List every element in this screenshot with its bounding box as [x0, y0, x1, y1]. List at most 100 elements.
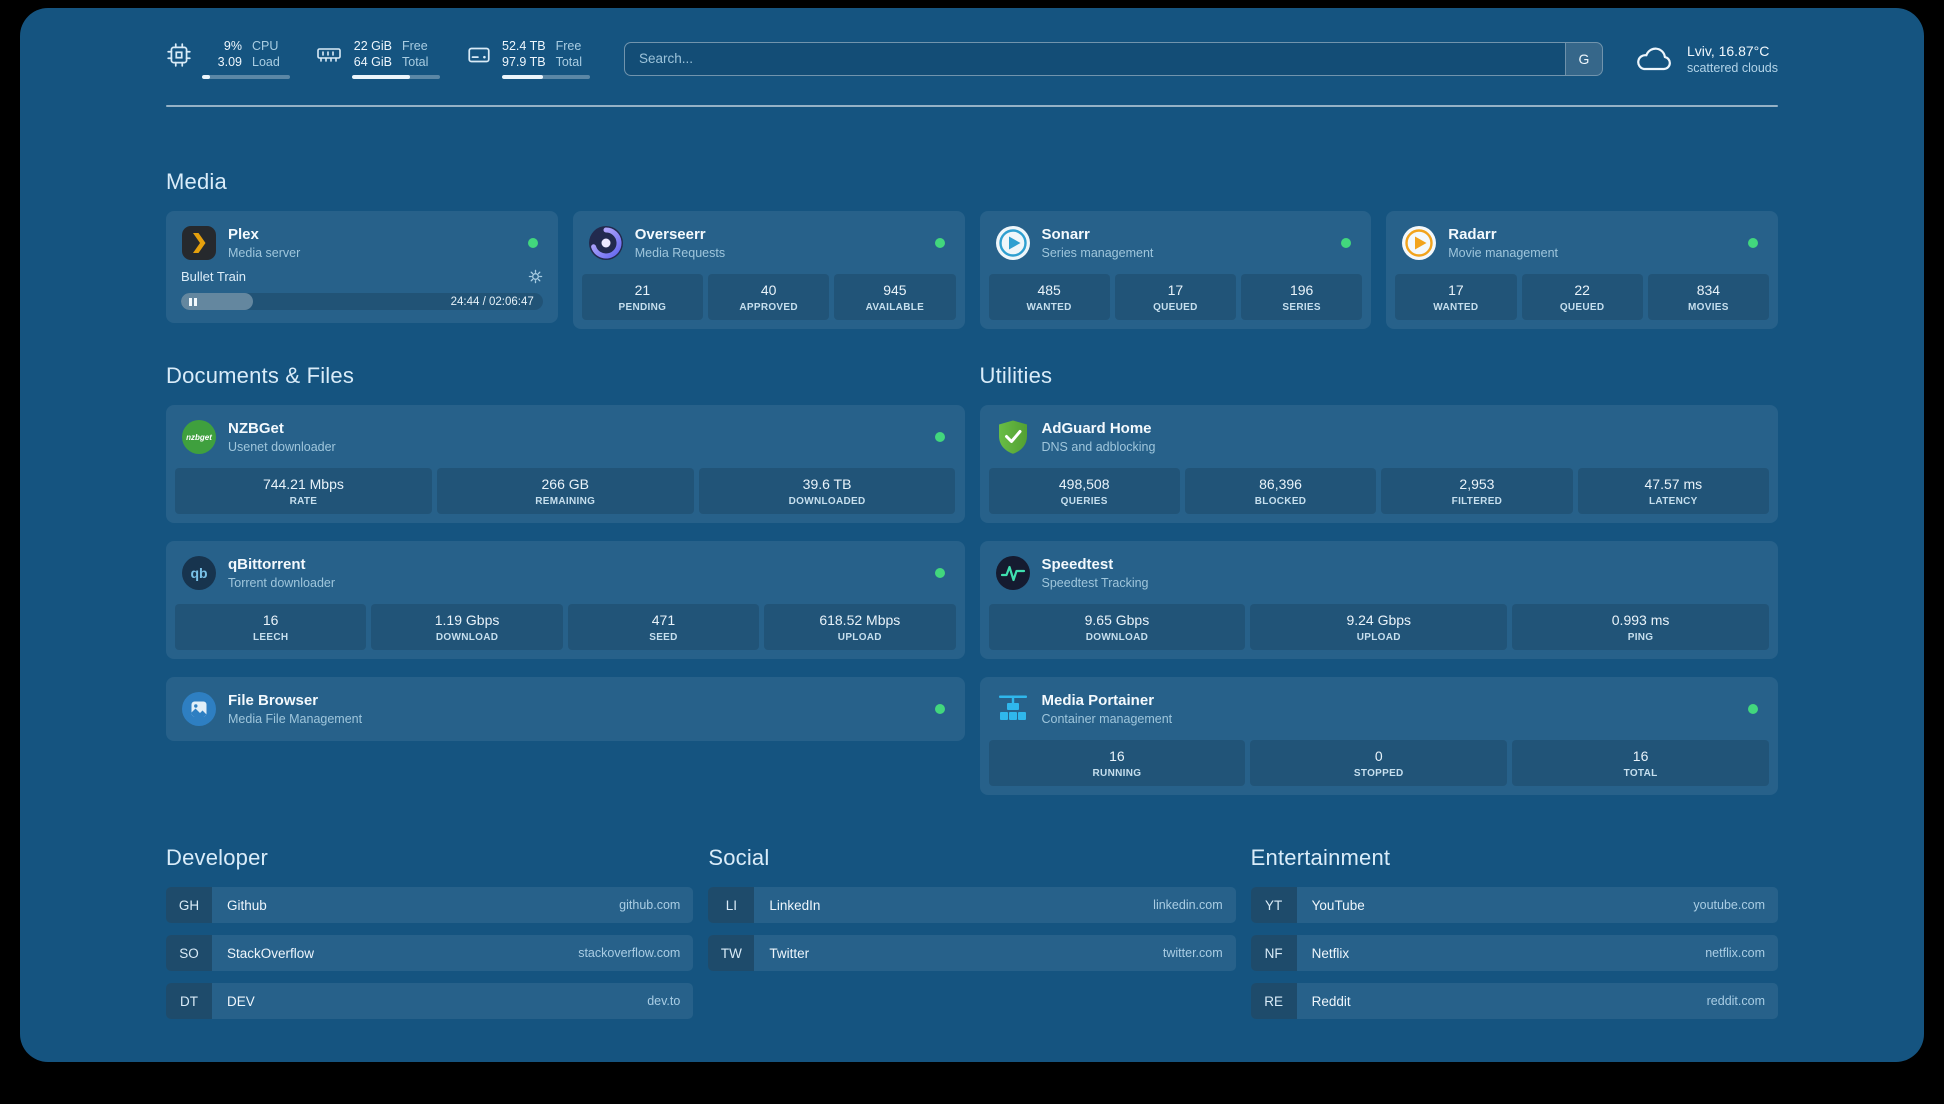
weather-widget: Lviv, 16.87°C scattered clouds: [1633, 43, 1778, 75]
stat-queued: 17 QUEUED: [1114, 274, 1236, 320]
service-stats: 16 RUNNING 0 STOPPED 16 TOTAL: [988, 740, 1770, 786]
service-card-overseerr[interactable]: Overseerr Media Requests 21 PENDING 40 A…: [572, 211, 965, 329]
bookmark-group-social: Social LI LinkedIn linkedin.com TW Twitt…: [708, 845, 1236, 971]
service-stats: 21 PENDING 40 APPROVED 945 AVAILABLE: [581, 274, 956, 320]
status-dot: [934, 704, 945, 714]
group-title-social: Social: [708, 845, 770, 870]
stat-value: 40: [760, 282, 777, 298]
stat-value: 9.65 Gbps: [1084, 612, 1150, 628]
bookmark-name: Reddit: [1311, 993, 1351, 1009]
plex-now-playing: Bullet Train 24:44 / 02:06:47: [175, 269, 549, 314]
stat-label: DOWNLOAD: [435, 632, 499, 643]
bookmark-linkedin[interactable]: LI LinkedIn linkedin.com: [708, 887, 1236, 923]
gear-icon[interactable]: [528, 269, 543, 284]
bookmark-abbr: GH: [166, 887, 212, 923]
stat-value: 945: [883, 282, 907, 298]
service-name: AdGuard Home: [1041, 420, 1152, 437]
service-card-qbittorrent[interactable]: qb qBittorrent Torrent downloader 16 LEE…: [166, 541, 965, 659]
stat-download: 1.19 Gbps DOWNLOAD: [371, 604, 563, 650]
service-subtitle: Media server: [228, 246, 301, 260]
disk-widget: 52.4 TB 97.9 TB Free Total: [466, 38, 590, 79]
bookmark-dev[interactable]: DT DEV dev.to: [166, 983, 694, 1019]
stat-total: 16 TOTAL: [1512, 740, 1769, 786]
group-media: Media Plex Media server: [166, 169, 1778, 329]
bookmark-twitter[interactable]: TW Twitter twitter.com: [708, 935, 1236, 971]
group-documents: Documents & Files nzbget NZBGet U: [166, 363, 965, 741]
service-subtitle: DNS and adblocking: [1041, 440, 1156, 454]
service-card-radarr[interactable]: Radarr Movie management 17 WANTED 22 QUE…: [1386, 211, 1778, 329]
stat-label: AVAILABLE: [865, 302, 925, 313]
memory-total-label: Total: [402, 55, 429, 69]
bookmark-group-developer: Developer GH Github github.com SO StackO…: [166, 845, 694, 1019]
cpu-widget: 9% 3.09 CPU Load: [166, 38, 290, 79]
service-header: File Browser Media File Management: [175, 686, 956, 732]
stat-label: UPLOAD: [837, 632, 882, 643]
service-card-sonarr[interactable]: Sonarr Series management 485 WANTED 17 Q…: [979, 211, 1372, 329]
svg-text:nzbget: nzbget: [186, 433, 212, 442]
service-card-speedtest[interactable]: Speedtest Speedtest Tracking 9.65 Gbps D…: [979, 541, 1778, 659]
bookmark-youtube[interactable]: YT YouTube youtube.com: [1250, 887, 1778, 923]
bookmark-abbr: TW: [708, 935, 755, 971]
stat-label: DOWNLOAD: [1085, 632, 1149, 643]
service-name: Plex: [228, 226, 259, 243]
plex-icon: [181, 225, 217, 261]
stat-label: SERIES: [1282, 302, 1321, 313]
service-card-plex[interactable]: Plex Media server Bullet Train: [166, 211, 558, 323]
filebrowser-icon: [181, 691, 217, 727]
portainer-icon: [995, 691, 1031, 727]
radarr-icon: [1401, 225, 1437, 261]
search-provider-button[interactable]: G: [1564, 42, 1602, 75]
stat-ping: 0.993 ms PING: [1512, 604, 1769, 650]
bookmark-stackoverflow[interactable]: SO StackOverflow stackoverflow.com: [166, 935, 694, 971]
stat-pending: 21 PENDING: [581, 274, 703, 320]
pause-icon[interactable]: [189, 297, 197, 306]
stat-filtered: 2,953 FILTERED: [1381, 468, 1573, 514]
bookmark-domain: github.com: [619, 898, 681, 912]
memory-widget: 22 GiB 64 GiB Free Total: [316, 38, 440, 79]
disk-free-label: Free: [555, 39, 582, 53]
bookmark-name: DEV: [227, 993, 255, 1009]
dashboard: 9% 3.09 CPU Load: [20, 8, 1924, 1062]
cloud-icon: [1633, 44, 1675, 74]
service-card-nzbget[interactable]: nzbget NZBGet Usenet downloader 744.21 M…: [166, 405, 965, 523]
svg-text:qb: qb: [190, 565, 207, 581]
playback-progress-bar[interactable]: 24:44 / 02:06:47: [181, 293, 543, 310]
service-header: Overseerr Media Requests: [582, 220, 956, 274]
stat-value: 17: [1448, 282, 1464, 298]
stat-movies: 834 MOVIES: [1647, 274, 1769, 320]
stat-queries: 498,508 QUERIES: [988, 468, 1180, 514]
bookmark-abbr: NF: [1250, 935, 1297, 971]
stat-label: QUERIES: [1060, 496, 1108, 507]
stat-value: 16: [1109, 748, 1125, 764]
stat-queued: 22 QUEUED: [1521, 274, 1643, 320]
service-stats: 9.65 Gbps DOWNLOAD 9.24 Gbps UPLOAD 0.99…: [988, 604, 1770, 650]
bookmark-reddit[interactable]: RE Reddit reddit.com: [1250, 983, 1778, 1019]
stat-downloaded: 39.6 TB DOWNLOADED: [698, 468, 956, 514]
stat-remaining: 266 GB REMAINING: [436, 468, 694, 514]
service-card-filebrowser[interactable]: File Browser Media File Management: [166, 677, 965, 741]
bookmark-name: YouTube: [1311, 897, 1365, 913]
stat-value: 471: [651, 612, 676, 628]
service-card-portainer[interactable]: Media Portainer Container management 16 …: [979, 677, 1778, 795]
group-title-developer: Developer: [166, 845, 269, 870]
disk-free-value: 52.4 TB: [502, 39, 546, 53]
stat-value: 47.57 ms: [1644, 476, 1703, 492]
stat-label: APPROVED: [739, 302, 798, 313]
bookmark-netflix[interactable]: NF Netflix netflix.com: [1250, 935, 1778, 971]
bookmark-github[interactable]: GH Github github.com: [166, 887, 694, 923]
stat-label: SEED: [649, 632, 678, 643]
stat-value: 22: [1574, 282, 1590, 298]
topbar-divider: [166, 105, 1778, 107]
service-card-adguard[interactable]: AdGuard Home DNS and adblocking 498,508 …: [979, 405, 1778, 523]
bookmark-abbr: SO: [166, 935, 212, 971]
stat-label: FILTERED: [1451, 496, 1503, 507]
stat-label: UPLOAD: [1356, 632, 1401, 643]
stat-value: 834: [1696, 282, 1721, 298]
bookmark-domain: linkedin.com: [1153, 898, 1223, 912]
status-dot: [527, 238, 538, 248]
stat-upload: 9.24 Gbps UPLOAD: [1250, 604, 1508, 650]
bookmark-abbr: RE: [1250, 983, 1297, 1019]
search-input[interactable]: [625, 42, 1565, 75]
cpu-label: CPU: [252, 39, 279, 53]
adguard-shield-icon: [995, 419, 1031, 455]
